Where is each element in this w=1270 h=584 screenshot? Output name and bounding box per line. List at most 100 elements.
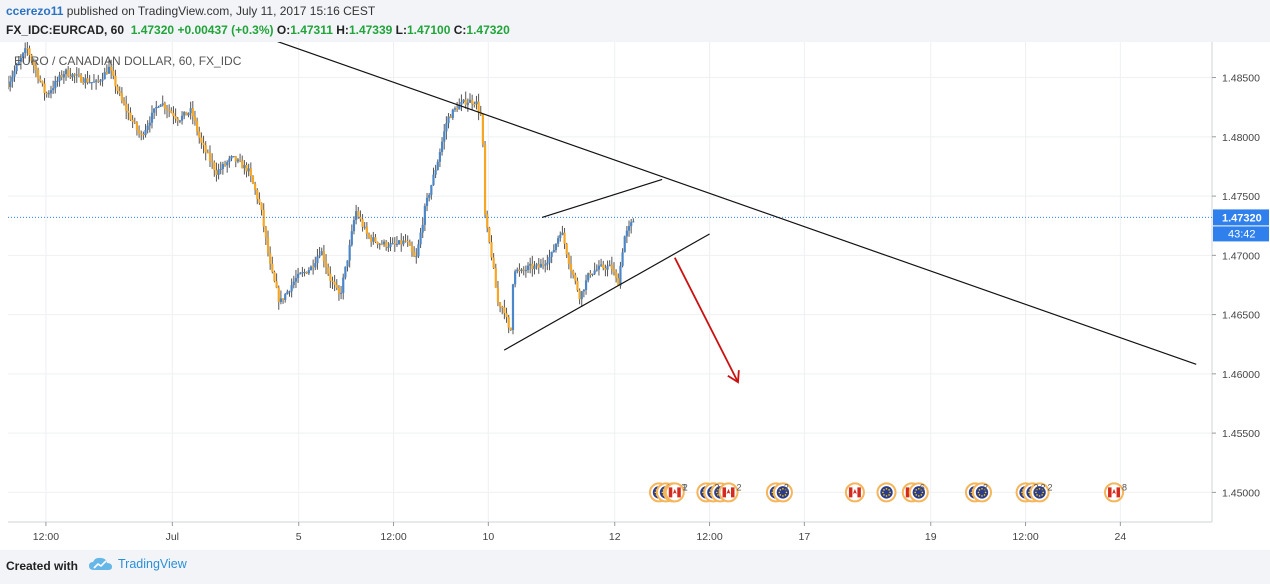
candle-up [189,108,192,114]
candle-down [260,202,263,210]
candle-down [576,280,579,291]
candle-down [477,101,480,112]
eu-star [977,491,980,494]
low-value: 1.47100 [407,23,451,37]
price-chart[interactable]: EURO / CANADIAN DOLLAR, 60, FX_IDC 1.4500… [0,42,1270,550]
candle-up [75,74,78,76]
candle-down [473,104,476,106]
economic-event-group[interactable]: 8 [1104,482,1127,503]
candle-down [215,170,218,175]
candle-up [430,185,433,195]
eu-star [917,487,920,490]
candle-up [443,131,446,142]
eu-star [779,494,782,496]
bearish-arrow-line[interactable] [673,257,739,383]
candle-up [49,90,53,94]
event-count-label: 6 [920,482,925,492]
symbol-label: FX_IDC:EURCAD, 60 [6,23,125,37]
candle-down [602,264,605,268]
economic-event-group[interactable]: 2 [718,482,742,503]
publish-info: published on TradingView.com, July 11, 2… [66,4,376,18]
candle-down [589,273,592,276]
candle-up [47,93,50,95]
eu-star [1028,491,1030,494]
candle-down [122,100,126,104]
candle-down [41,81,44,84]
candle-down [135,122,139,131]
x-tick-label: 24 [1115,531,1127,543]
candle-down [196,120,199,132]
candle-up [580,291,583,300]
economic-event-group[interactable]: 2 [765,482,793,503]
candle-up [397,240,401,245]
candle-up [299,273,302,275]
candle-down [380,243,384,245]
candle-down [322,251,325,262]
candle-up [350,231,353,245]
economic-event-group[interactable]: 2 [664,482,688,503]
candle-down [105,71,108,74]
event-count-label: 2 [683,482,688,492]
candle-up [150,112,154,123]
candle-down [258,199,261,203]
candle-up [415,256,418,258]
eu-star [983,494,986,496]
candle-up [550,252,553,257]
event-count-label: 2 [1034,482,1039,492]
candle-up [13,71,16,77]
candle-down [376,242,379,245]
economic-event-group[interactable] [844,482,865,503]
candle-up [557,238,560,244]
eu-star [715,491,718,494]
candle-down [82,82,85,84]
candle-down [615,272,618,279]
candle-down [565,243,568,255]
candle-up [101,79,104,81]
candle-down [471,99,474,105]
candle-down [365,226,368,234]
candle-up [516,269,519,272]
author-link[interactable]: ccerezo11 [6,4,64,18]
candle-down [172,112,175,117]
candle-down [305,271,308,274]
candle-down [262,209,265,227]
candle-up [64,69,68,75]
candle-up [438,152,442,162]
candle-down [114,75,117,87]
price-change: +0.00437 (+0.3%) [177,23,274,37]
eu-star [914,491,916,494]
candle-up [627,226,631,231]
candle-down [110,66,113,71]
y-tick-label: 1.46500 [1222,310,1260,322]
economic-event-group[interactable] [876,482,897,503]
candle-up [88,82,91,84]
event-count-label: 8 [1122,482,1127,492]
candle-up [559,234,562,239]
candle-down [367,233,371,238]
eu-star [701,491,704,494]
candle-down [617,278,620,286]
candle-down [168,109,171,111]
candles [8,42,635,335]
candle-up [144,129,147,136]
candle-up [348,244,351,261]
y-tick-label: 1.46000 [1222,369,1260,381]
candle-up [428,194,431,198]
candle-down [208,152,212,162]
economic-event-group[interactable]: 2 [964,482,992,503]
economic-event-group[interactable]: 6 [901,482,929,503]
candle-down [406,241,409,243]
candle-up [425,197,429,206]
trendline-resistance[interactable] [144,42,1197,365]
countdown-box [1213,226,1269,242]
candle-up [339,292,343,294]
candle-up [623,236,626,253]
tradingview-brand[interactable]: TradingView [88,556,187,572]
trendline-channel-upper[interactable] [541,178,663,218]
candle-up [606,266,609,270]
eu-star [915,489,918,491]
eu-star [883,489,885,491]
candle-up [309,266,313,271]
trendline-channel-lower[interactable] [503,233,710,351]
